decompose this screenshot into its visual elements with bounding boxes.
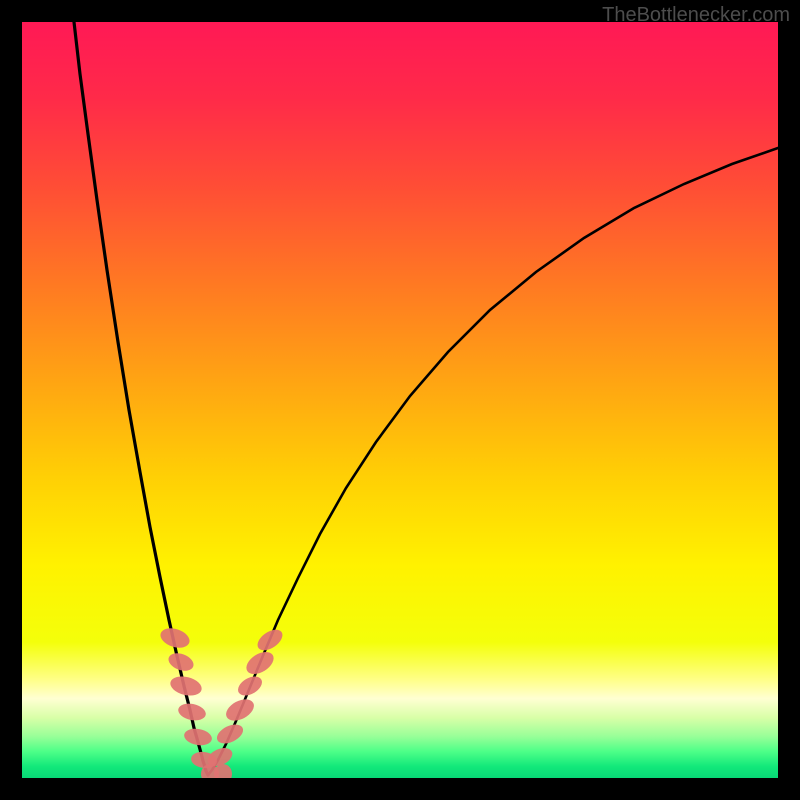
chart-frame: TheBottlenecker.com [0, 0, 800, 800]
chart-svg [0, 0, 800, 800]
watermark-label: TheBottlenecker.com [602, 4, 790, 27]
gradient-background [22, 22, 778, 778]
